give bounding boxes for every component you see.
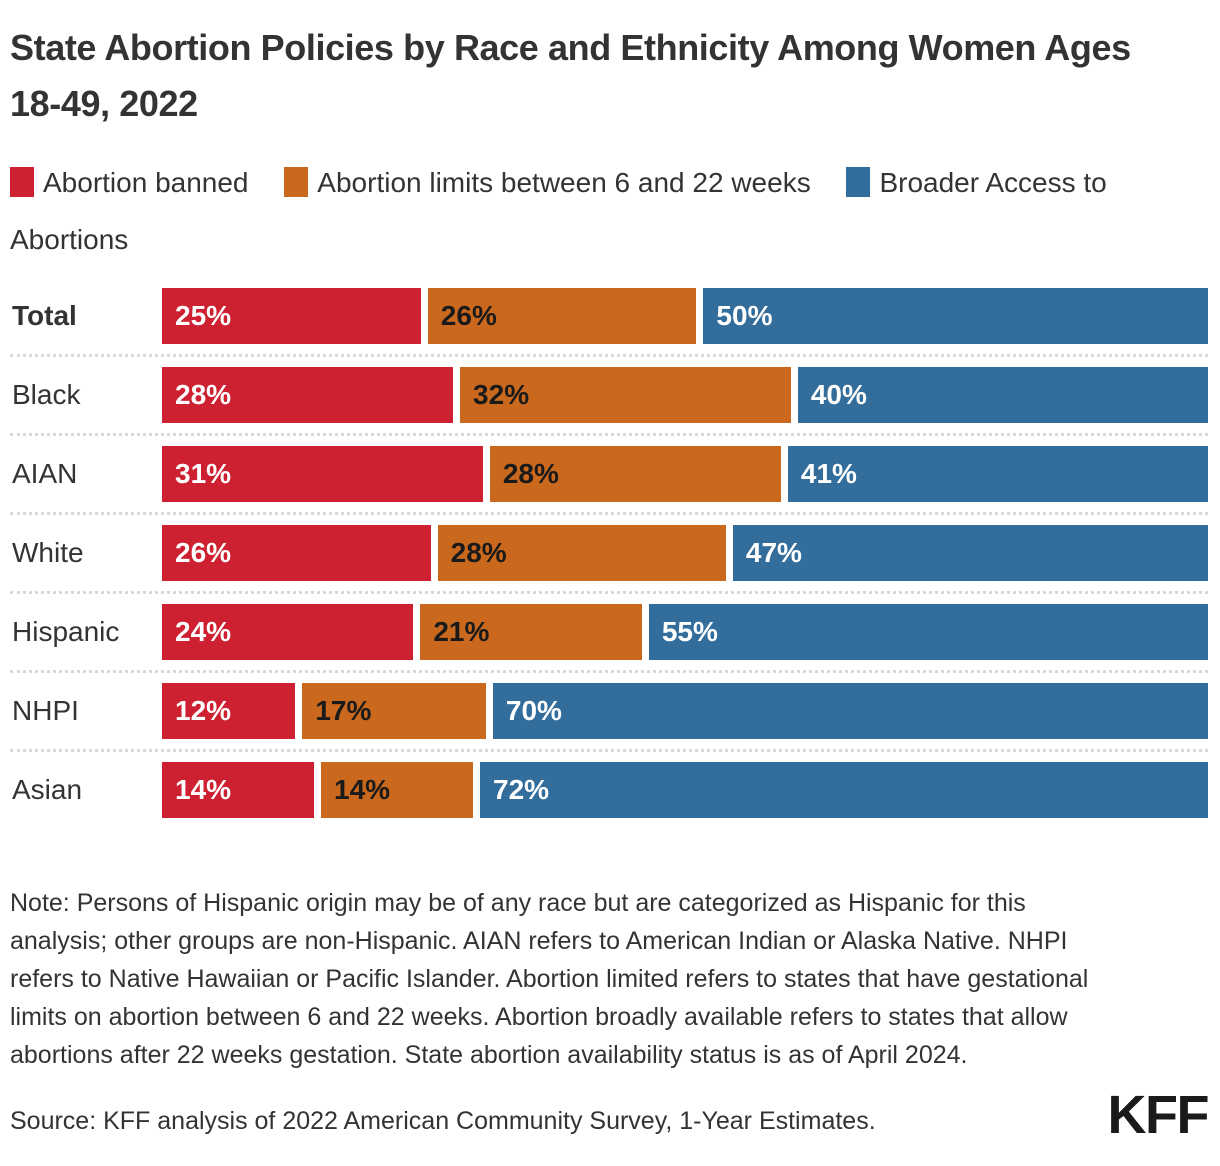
legend-label-broader: Broader Access to Abortions [10, 167, 1107, 255]
chart-row: White 26% 28% 47% [10, 515, 1208, 594]
chart-row: Asian 14% 14% 72% [10, 752, 1208, 828]
bar-group: 12% 17% 70% [162, 683, 1208, 739]
footer: Source: KFF analysis of 2022 American Co… [10, 1085, 1210, 1145]
legend: Abortion banned Abortion limits between … [10, 154, 1200, 268]
chart-row: AIAN 31% 28% 41% [10, 436, 1208, 515]
bar-group: 25% 26% 50% [162, 288, 1208, 344]
legend-item-broader: Broader Access to Abortions [10, 167, 1107, 255]
bar-group: 31% 28% 41% [162, 446, 1208, 502]
bar-segment: 25% [162, 288, 421, 344]
kff-logo: KFF [1107, 1085, 1210, 1145]
bar-segment: 26% [162, 525, 431, 581]
bar-segment: 72% [480, 762, 1208, 818]
bar-segment: 28% [162, 367, 454, 423]
bar-group: 28% 32% 40% [162, 367, 1209, 423]
bar-segment: 40% [797, 367, 1209, 423]
bar-segment: 17% [302, 683, 486, 739]
bar-segment: 47% [732, 525, 1208, 581]
bar-segment: 24% [162, 604, 414, 660]
bar-segment: 50% [703, 288, 1208, 344]
legend-swatch-broader [846, 167, 871, 197]
bar-segment: 28% [437, 525, 726, 581]
legend-label-banned: Abortion banned [43, 167, 249, 198]
bar-segment: 32% [460, 367, 791, 423]
row-label: Hispanic [12, 616, 120, 647]
row-label: White [12, 537, 84, 568]
chart-row: Hispanic 24% 21% 55% [10, 594, 1208, 673]
row-label: Asian [12, 774, 83, 805]
page-title: State Abortion Policies by Race and Ethn… [10, 27, 1131, 124]
legend-swatch-banned [10, 167, 34, 197]
chart-row: Total 25% 26% 50% [10, 278, 1208, 357]
legend-label-limited: Abortion limits between 6 and 22 weeks [317, 167, 811, 198]
bar-segment: 41% [787, 446, 1208, 502]
bar-group: 14% 14% 72% [162, 762, 1208, 818]
bar-segment: 21% [420, 604, 642, 660]
bar-segment: 26% [427, 288, 697, 344]
row-label: Total [12, 300, 77, 331]
bar-segment: 14% [321, 762, 474, 818]
bar-segment: 70% [492, 683, 1208, 739]
bar-group: 24% 21% 55% [162, 604, 1208, 660]
legend-item-banned: Abortion banned [10, 167, 249, 198]
stacked-bar-chart: Total 25% 26% 50% Black 28% 32% 40% AIAN 31% 28% 41… [10, 278, 1209, 828]
row-label: NHPI [12, 695, 79, 726]
chart-row: NHPI 12% 17% 70% [10, 673, 1208, 752]
bar-segment: 55% [648, 604, 1208, 660]
chart-row: Black 28% 32% 40% [10, 357, 1209, 436]
row-label: Black [12, 379, 81, 410]
note-text: Note: Persons of Hispanic origin may be … [10, 889, 1089, 1069]
legend-swatch-limited [284, 167, 309, 197]
bar-group: 26% 28% 47% [162, 525, 1208, 581]
legend-item-limited: Abortion limits between 6 and 22 weeks [284, 167, 811, 198]
bar-segment: 14% [162, 762, 315, 818]
row-label: AIAN [12, 458, 78, 489]
bar-segment: 28% [489, 446, 781, 502]
bar-segment: 12% [162, 683, 296, 739]
bar-segment: 31% [162, 446, 483, 502]
source-text: Source: KFF analysis of 2022 American Co… [10, 1107, 876, 1135]
